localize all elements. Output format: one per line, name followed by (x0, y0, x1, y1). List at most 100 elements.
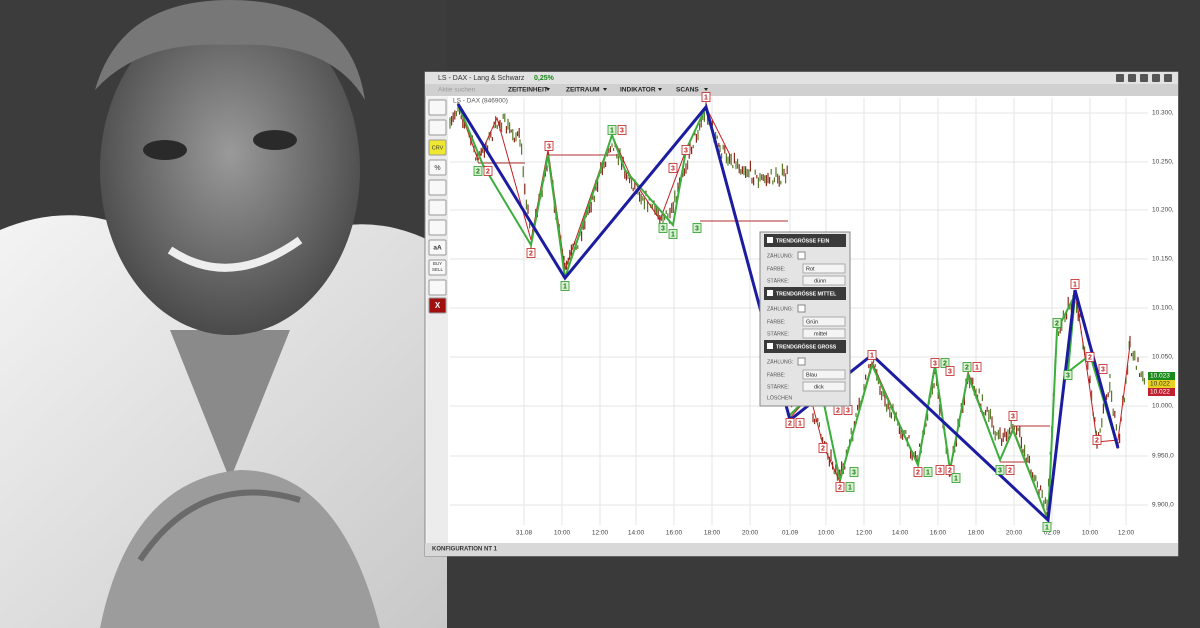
count-marker-box (701, 92, 711, 102)
count-marker-box (1098, 364, 1108, 374)
count-marker-box (617, 125, 627, 135)
dropdown-value: Grün (806, 319, 818, 325)
x-tick-label: 20:00 (742, 530, 759, 537)
count-marker: 1 (848, 484, 852, 491)
trend-medium (457, 103, 719, 279)
dropdown[interactable] (802, 328, 846, 339)
field-label: FARBE: (767, 372, 785, 378)
section-header (764, 234, 846, 247)
window-button[interactable] (1116, 74, 1124, 82)
field-label: STÄRKE: (767, 383, 789, 390)
tool-button[interactable] (428, 159, 447, 176)
x-tick-label: 12:00 (1118, 530, 1135, 537)
dropdown[interactable] (802, 263, 846, 274)
tool-button[interactable] (428, 219, 447, 236)
x-tick-label: 18:00 (704, 530, 721, 537)
count-marker-box (1008, 411, 1018, 421)
tool-label: CRV (432, 145, 444, 151)
tool-button[interactable] (428, 239, 447, 256)
x-tick-label: 01.09 (782, 530, 799, 537)
count-marker-box (845, 482, 855, 492)
count-marker-box (995, 465, 1005, 475)
window-button[interactable] (1128, 74, 1136, 82)
field-label: FARBE: (767, 319, 785, 325)
count-marker: 2 (838, 484, 842, 491)
count-marker: 3 (1101, 366, 1105, 373)
delete-button: LÖSCHEN (767, 394, 792, 401)
count-marker-box (1085, 352, 1095, 362)
dropdown-arrow[interactable] (658, 88, 662, 91)
count-marker: 3 (998, 467, 1002, 474)
price-tag-label: 10.023 (1150, 373, 1170, 380)
x-tick-label: 31.08 (516, 530, 533, 537)
window-button[interactable] (1152, 74, 1160, 82)
x-tick-label: 10:00 (818, 530, 835, 537)
checkbox[interactable] (767, 237, 773, 243)
tool-button[interactable] (428, 99, 447, 116)
dropdown-arrow[interactable] (603, 88, 607, 91)
count-marker-box (867, 350, 877, 360)
tool-button[interactable] (428, 199, 447, 216)
count-marker: 1 (926, 469, 930, 476)
tool-button[interactable] (428, 297, 447, 314)
count-marker-box (913, 467, 923, 477)
section-header (764, 287, 846, 300)
status-config: KONFIGURATION (432, 547, 482, 553)
tool-button[interactable] (428, 139, 447, 156)
x-tick-label: 12:00 (856, 530, 873, 537)
y-tick-label: 10.000, (1152, 403, 1174, 410)
count-marker: 2 (948, 467, 952, 474)
count-marker-box (483, 166, 493, 176)
dropdown-arrow[interactable] (704, 88, 708, 91)
count-marker: 3 (1011, 413, 1015, 420)
count-marker: 2 (1055, 320, 1059, 327)
count-marker: 2 (965, 364, 969, 371)
y-tick-label: 9.950,0 (1152, 453, 1174, 460)
window-button[interactable] (1164, 74, 1172, 82)
x-tick-label: 14:00 (892, 530, 909, 537)
count-marker: 2 (943, 360, 947, 367)
count-marker-box (835, 482, 845, 492)
window-button[interactable] (1140, 74, 1148, 82)
tool-button[interactable] (428, 259, 447, 276)
price-tag-label: 10.022 (1150, 389, 1170, 396)
dropdown[interactable] (802, 275, 846, 286)
count-marker-box (945, 366, 955, 376)
count-marker-box (668, 229, 678, 239)
dropdown[interactable] (802, 381, 846, 392)
tool-label: % (434, 165, 440, 172)
checkbox[interactable] (767, 343, 773, 349)
dropdown[interactable] (802, 316, 846, 327)
search-field: Aktie suchen (438, 87, 476, 94)
count-marker: 1 (671, 231, 675, 238)
checkbox[interactable] (797, 304, 806, 313)
count-marker-box (560, 281, 570, 291)
count-marker: 2 (788, 420, 792, 427)
section-title: TRENDGRÖSSE GROSS (776, 343, 837, 350)
checkbox[interactable] (797, 357, 806, 366)
field-label: ZÄHLUNG: (767, 305, 793, 312)
tool-button[interactable] (428, 279, 447, 296)
dropdown-arrow[interactable] (546, 88, 550, 91)
count-marker: 2 (1088, 354, 1092, 361)
section-title: TRENDGRÖSSE FEIN (776, 237, 830, 244)
count-marker: 1 (954, 475, 958, 482)
checkbox[interactable] (797, 251, 806, 260)
tool-button[interactable] (428, 119, 447, 136)
instrument-label: LS - DAX (846900) (453, 98, 508, 105)
count-marker: 2 (529, 250, 533, 257)
count-marker: 3 (695, 225, 699, 232)
count-marker: 2 (486, 168, 490, 175)
status-bar (425, 543, 1178, 556)
count-marker-box (544, 141, 554, 151)
checkbox[interactable] (767, 290, 773, 296)
dropdown[interactable] (802, 369, 846, 380)
price-tag (1148, 372, 1175, 380)
tool-button[interactable] (428, 179, 447, 196)
status-layout: NT 1 (484, 547, 498, 553)
tool-label: aA (433, 245, 442, 252)
tool-label: X (435, 301, 441, 310)
y-tick-label: 10.300, (1152, 110, 1174, 117)
